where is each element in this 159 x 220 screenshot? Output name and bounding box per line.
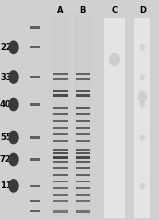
Bar <box>76 127 90 128</box>
Bar <box>53 78 68 80</box>
Bar <box>53 140 68 142</box>
Bar <box>53 152 68 154</box>
Text: 40: 40 <box>0 100 12 109</box>
Bar <box>53 210 68 213</box>
Ellipse shape <box>140 101 145 108</box>
Text: 110: 110 <box>0 182 17 190</box>
Bar <box>30 185 40 187</box>
Bar <box>74 13 91 218</box>
Bar <box>76 149 90 151</box>
Ellipse shape <box>140 183 145 189</box>
Text: B: B <box>80 6 86 15</box>
Bar <box>53 90 68 92</box>
Bar <box>30 136 40 139</box>
Bar <box>53 200 68 202</box>
Bar <box>53 114 68 115</box>
Bar <box>76 94 90 97</box>
Ellipse shape <box>109 53 120 66</box>
Bar <box>53 161 68 163</box>
Bar <box>53 194 68 196</box>
Bar <box>76 120 90 122</box>
Bar <box>76 167 90 169</box>
Bar <box>76 180 90 183</box>
Text: 72: 72 <box>0 155 12 164</box>
Text: 22: 22 <box>0 43 12 52</box>
Bar <box>53 156 68 159</box>
Bar <box>76 107 90 109</box>
Bar <box>76 187 90 189</box>
Bar <box>53 187 68 189</box>
Bar <box>76 73 90 75</box>
Bar <box>53 94 68 97</box>
Bar <box>30 46 40 48</box>
Circle shape <box>9 71 18 83</box>
Bar <box>104 18 125 218</box>
Bar <box>76 156 90 159</box>
Text: C: C <box>111 6 118 15</box>
Bar <box>76 194 90 196</box>
Bar <box>76 133 90 135</box>
Bar <box>30 200 40 202</box>
Text: 33: 33 <box>0 73 11 81</box>
Circle shape <box>9 41 18 53</box>
Ellipse shape <box>140 44 145 51</box>
Bar <box>53 174 68 176</box>
Bar <box>30 103 40 106</box>
Ellipse shape <box>140 74 145 80</box>
Bar <box>30 26 40 29</box>
Text: A: A <box>57 6 64 15</box>
Ellipse shape <box>140 134 145 141</box>
Bar <box>76 161 90 163</box>
Circle shape <box>9 180 18 192</box>
Bar <box>53 149 68 151</box>
Circle shape <box>9 131 18 144</box>
Circle shape <box>9 153 18 166</box>
Bar <box>53 133 68 135</box>
Bar <box>76 210 90 213</box>
Bar <box>53 73 68 75</box>
Bar <box>53 127 68 128</box>
Bar <box>53 180 68 183</box>
Bar <box>76 174 90 176</box>
Bar <box>76 90 90 92</box>
Bar <box>53 107 68 109</box>
Bar <box>30 210 40 212</box>
Bar <box>76 140 90 142</box>
Bar <box>76 200 90 202</box>
Ellipse shape <box>138 91 147 103</box>
Bar <box>53 120 68 122</box>
Bar <box>76 114 90 115</box>
Text: 55: 55 <box>0 133 12 142</box>
Bar <box>76 152 90 154</box>
Text: D: D <box>139 6 146 15</box>
Bar <box>30 158 40 161</box>
Bar <box>76 78 90 80</box>
Bar <box>53 167 68 169</box>
Bar <box>134 18 150 218</box>
Bar <box>52 13 69 218</box>
Circle shape <box>9 98 18 111</box>
Bar <box>30 76 40 78</box>
